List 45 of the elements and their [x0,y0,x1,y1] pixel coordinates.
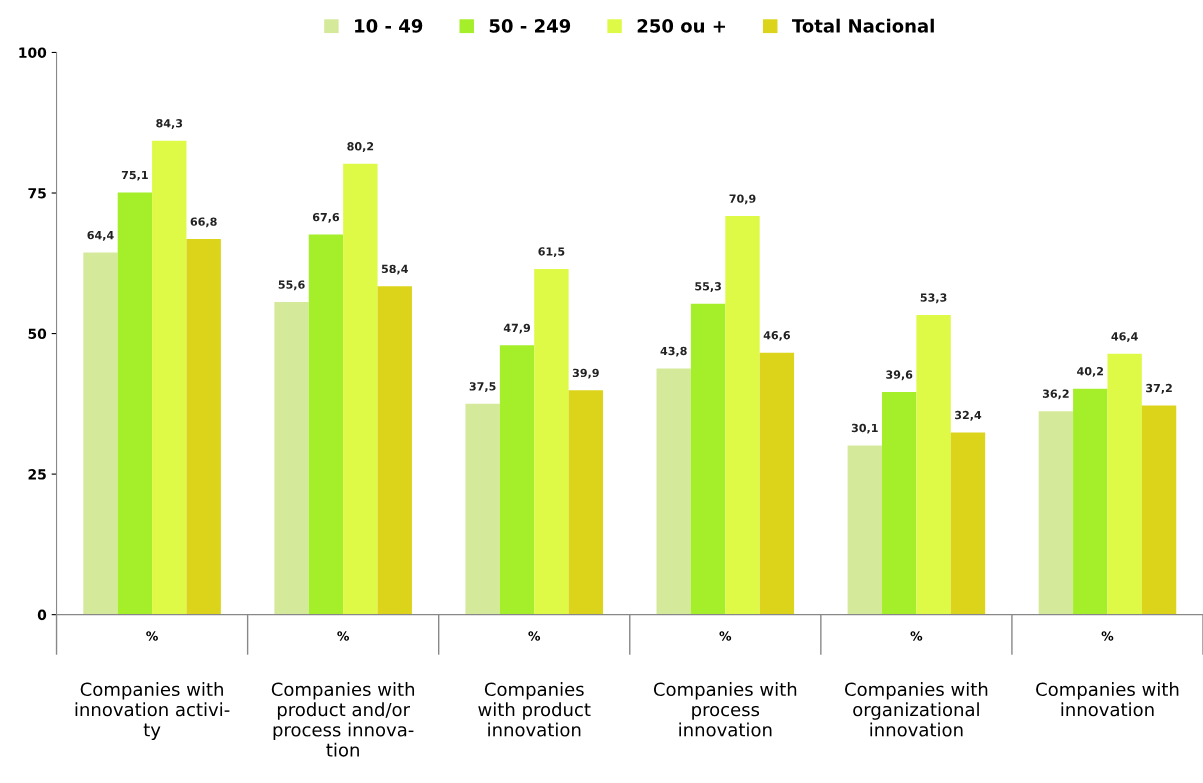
data-label: 40,2 [1077,366,1104,377]
data-label: 53,3 [920,293,947,304]
text: % [146,631,158,641]
legend-label: Total Nacional [792,18,934,33]
text: % [910,631,923,641]
data-label: 37,5 [469,382,496,392]
x-tick-label: Companies with product innovation [478,682,591,737]
data-label: 80,2 [347,142,374,152]
x-tick-label: Companies with product and/or process innova- tion [271,682,415,757]
y-tick-label: 100 [19,47,47,58]
data-label: 55,3 [695,282,721,292]
data-label: 36,2 [1042,389,1069,400]
legend-label: 50 - 249 [489,19,571,33]
y-tick-label: 25 [28,469,46,480]
data-label: 66,8 [190,217,217,228]
y-tick-label: 0 [37,609,47,621]
data-label: 46,4 [1111,332,1138,342]
data-label: 43,8 [660,346,687,357]
data-label: 39,6 [886,370,913,381]
data-label: 32,4 [955,410,982,421]
data-label: 58,4 [381,264,408,275]
x-tick-label: Companies with innovation activi- ty [75,682,230,741]
data-label: 67,6 [312,212,340,223]
legend-label: 10 - 49 [355,19,423,33]
data-label: 75,1 [121,170,148,181]
y-tick-label: 50 [28,328,47,340]
data-label: 70,9 [729,194,756,205]
x-tick-label: Companies with process innovation [653,682,797,737]
data-label: 55,6 [278,280,305,291]
text: % [1101,631,1114,641]
legend-label: 250 ou + [637,19,725,33]
data-label: 37,2 [1146,383,1172,394]
data-label: 64,4 [87,230,114,241]
data-label: 84,3 [156,119,183,129]
x-tick-label: Companies with innovation [1036,682,1179,717]
text: % [719,631,732,641]
data-label: 30,1 [851,423,878,434]
y-tick-label: 75 [28,188,46,199]
data-label: 39,9 [572,368,599,379]
x-tick-label: Companies with organizational innovation [845,682,988,737]
text: % [337,631,350,641]
data-label: 47,9 [503,323,531,334]
data-label: 46,6 [763,331,791,341]
text: % [528,631,541,641]
data-label: 61,5 [538,247,565,258]
